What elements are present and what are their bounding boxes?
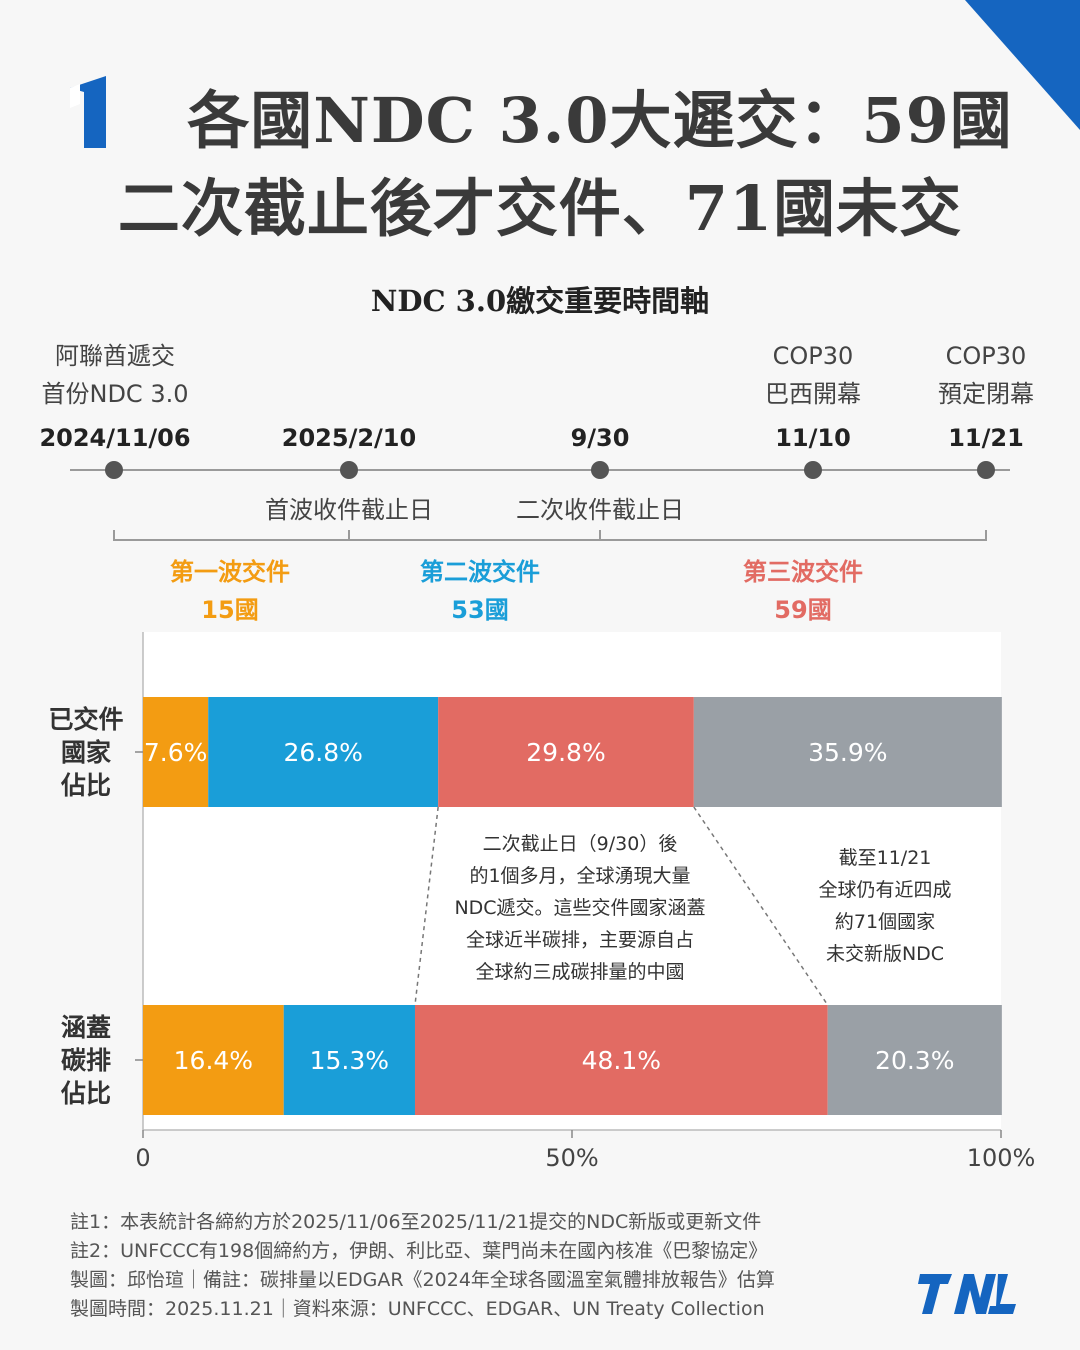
- row-label-emissions-line2: 碳排: [60, 1046, 111, 1075]
- corner-decoration: [965, 0, 1080, 130]
- event-5-date: 11/21: [948, 424, 1024, 452]
- bar-label-1-2: 26.8%: [283, 738, 362, 767]
- bar-segment-1-3: [438, 697, 694, 807]
- annotation-third-wave-line5: 全球約三成碳排量的中國: [475, 961, 685, 983]
- wave-1-name: 第一波交件: [170, 558, 290, 586]
- bar-segment-2-2: [283, 1005, 415, 1115]
- timeline-dot-4: [804, 461, 822, 479]
- event-4-above: COP30 巴西開幕: [713, 337, 913, 413]
- event-3-below: 二次收件截止日: [516, 496, 684, 524]
- event-4-date: 11/10: [775, 424, 851, 452]
- timeline-dot-5: [977, 461, 995, 479]
- bar-label-1-3: 29.8%: [526, 738, 605, 767]
- annotation-third-wave-line2: 的1個多月，全球湧現大量: [469, 865, 691, 887]
- x-tick-label-3: 100%: [967, 1144, 1036, 1172]
- footer-credit: 製圖：邱怡瑄｜備註：碳排量以EDGAR《2024年全球各國溫室氣體排放報告》估算: [70, 1269, 775, 1291]
- annotation-not-submitted-line1: 截至11/21: [838, 847, 932, 869]
- bar-label-1-1: 7.6%: [144, 738, 208, 767]
- annotation-third-wave: 二次截止日（9/30）後 的1個多月，全球湧現大量 NDC遞交。這些交件國家涵蓋…: [420, 828, 740, 988]
- wave-2-label: 第二波交件 53國: [380, 553, 580, 629]
- bar-label-2-3: 48.1%: [582, 1046, 661, 1075]
- number-one-badge-icon: [70, 76, 106, 148]
- tnl-logo: [918, 1274, 1016, 1314]
- wave-2-name: 第二波交件: [420, 558, 540, 586]
- wave-3-name: 第三波交件: [743, 558, 863, 586]
- row-label-emissions: 涵蓋 碳排 佔比: [40, 1011, 132, 1110]
- bar-label-2-4: 20.3%: [875, 1046, 954, 1075]
- event-5-above-line1: COP30: [945, 342, 1027, 370]
- event-1-above-line2: 首份NDC 3.0: [41, 380, 189, 408]
- wave-1-label: 第一波交件 15國: [130, 553, 330, 629]
- event-2-date: 2025/2/10: [281, 424, 417, 452]
- event-4-above-line1: COP30: [772, 342, 854, 370]
- bar-segment-2-4: [827, 1005, 1002, 1115]
- x-tick-label-1: 0: [135, 1144, 150, 1172]
- bar-segment-2-3: [414, 1005, 828, 1115]
- bar-segment-1-1: [143, 697, 209, 807]
- timeline-dot-2: [340, 461, 358, 479]
- annotation-not-submitted-line2: 全球仍有近四成: [818, 879, 952, 901]
- footer-notes: 註1：本表統計各締約方於2025/11/06至2025/11/21提交的NDC新…: [70, 1208, 775, 1324]
- bar-segment-2-1: [143, 1005, 284, 1115]
- event-3-date: 9/30: [570, 424, 630, 452]
- event-2-below: 首波收件截止日: [265, 496, 433, 524]
- annotation-not-submitted: 截至11/21 全球仍有近四成 約71個國家 未交新版NDC: [780, 842, 990, 970]
- row-label-countries-line1: 已交件: [48, 705, 124, 734]
- wave-bracket: [113, 530, 987, 541]
- event-5-above-line2: 預定閉幕: [938, 380, 1034, 408]
- timeline-dot-3: [591, 461, 609, 479]
- bar-segment-1-4: [693, 697, 1002, 807]
- event-1-date: 2024/11/06: [39, 424, 191, 452]
- event-1-above: 阿聯酋遞交 首份NDC 3.0: [15, 337, 215, 413]
- event-5-above: COP30 預定閉幕: [886, 337, 1080, 413]
- footer-source: 製圖時間：2025.11.21｜資料來源：UNFCCC、EDGAR、UN Tre…: [70, 1298, 765, 1320]
- row-label-countries: 已交件 國家 佔比: [40, 703, 132, 802]
- timeline-dot-1: [105, 461, 123, 479]
- bar-segment-1-2: [208, 697, 439, 807]
- event-1-above-line1: 阿聯酋遞交: [55, 342, 175, 370]
- row-label-countries-line2: 國家: [60, 738, 111, 767]
- bar-label-1-4: 35.9%: [808, 738, 887, 767]
- x-tick-label-2: 50%: [545, 1144, 598, 1172]
- annotation-third-wave-line3: NDC遞交。這些交件國家涵蓋: [454, 897, 706, 919]
- bar-label-2-1: 16.4%: [174, 1046, 253, 1075]
- title-line-2: 二次截止後才交件、71國未交: [117, 172, 963, 245]
- annotation-third-wave-line1: 二次截止日（9/30）後: [482, 833, 678, 855]
- row-label-emissions-line1: 涵蓋: [60, 1013, 111, 1042]
- row-label-emissions-line3: 佔比: [60, 1079, 111, 1108]
- row-label-countries-line3: 佔比: [60, 771, 111, 800]
- annotation-not-submitted-line4: 未交新版NDC: [825, 943, 945, 965]
- title-line-1: 各國NDC 3.0大遲交：59國: [187, 84, 1013, 157]
- annotation-not-submitted-line3: 約71個國家: [834, 911, 936, 933]
- footer-note-2: 註2：UNFCCC有198個締約方，伊朗、利比亞、葉門尚未在國內核准《巴黎協定》: [70, 1240, 768, 1262]
- wave-3-count: 59國: [774, 596, 832, 624]
- wave-3-label: 第三波交件 59國: [703, 553, 903, 629]
- footer-note-1: 註1：本表統計各締約方於2025/11/06至2025/11/21提交的NDC新…: [70, 1211, 762, 1233]
- chart-subtitle: NDC 3.0繳交重要時間軸: [370, 284, 710, 318]
- annotation-third-wave-line4: 全球近半碳排，主要源自占: [465, 929, 694, 951]
- event-4-above-line2: 巴西開幕: [765, 380, 861, 408]
- wave-1-count: 15國: [201, 596, 259, 624]
- wave-2-count: 53國: [451, 596, 509, 624]
- bar-label-2-2: 15.3%: [310, 1046, 389, 1075]
